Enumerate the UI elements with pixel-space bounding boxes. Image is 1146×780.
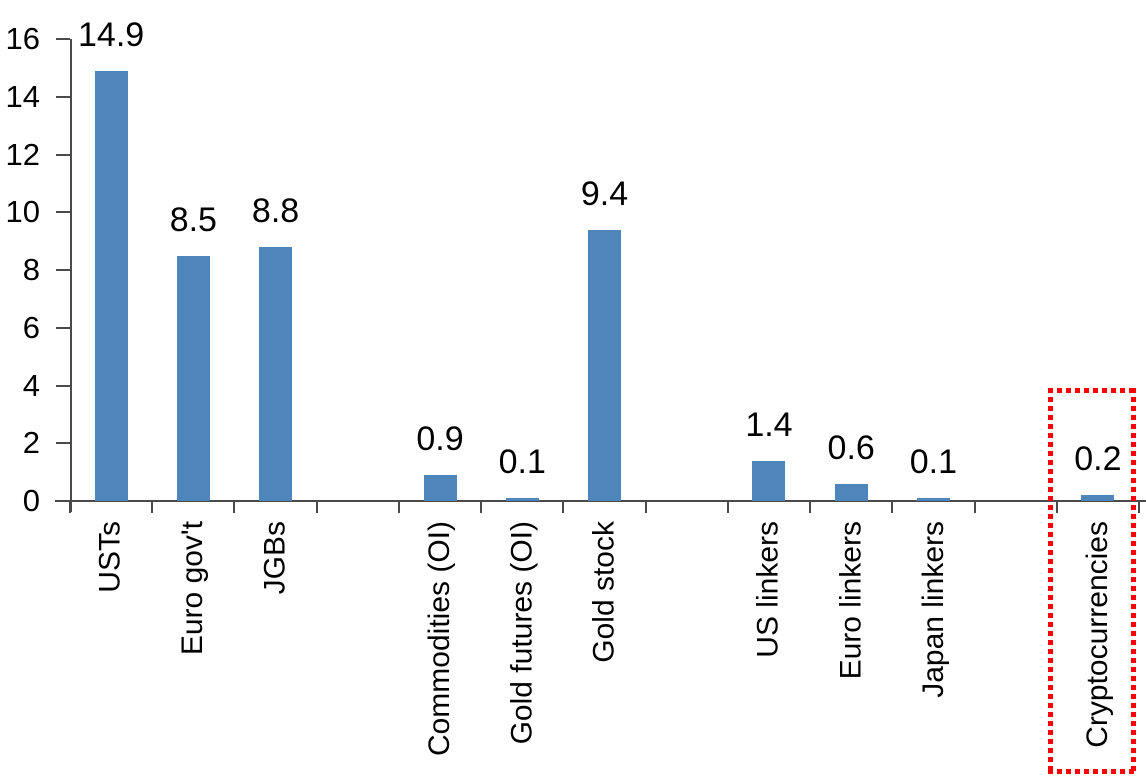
y-axis-tick-mark xyxy=(56,269,70,271)
bar-cryptocurrencies xyxy=(1081,495,1115,501)
highlight-box-edge xyxy=(1131,388,1136,774)
y-axis-tick-label: 10 xyxy=(5,194,40,230)
category-label: Euro gov't xyxy=(176,521,210,656)
x-axis-tick-mark xyxy=(1138,502,1140,513)
y-axis-tick-label: 12 xyxy=(5,136,40,172)
x-axis-tick-mark xyxy=(891,502,894,513)
x-axis-tick-mark xyxy=(809,502,812,513)
x-axis-tick-mark xyxy=(644,502,647,513)
y-axis-line xyxy=(70,39,72,512)
y-axis-tick-label: 16 xyxy=(5,21,40,56)
value-label: 0.6 xyxy=(827,429,875,467)
bar-gold-stock xyxy=(588,230,621,501)
y-axis-tick-label: 0 xyxy=(22,483,40,518)
highlight-box xyxy=(1048,388,1136,774)
x-axis-tick-mark xyxy=(562,502,565,513)
y-axis-tick-mark xyxy=(56,442,70,445)
highlight-box-edge xyxy=(1048,388,1053,774)
bar-us-linkers xyxy=(752,461,786,501)
bar-euro-gov-t xyxy=(176,256,210,501)
category-label: USTs xyxy=(94,521,128,593)
value-label: 14.9 xyxy=(78,16,145,54)
y-axis-tick-label: 8 xyxy=(22,252,40,287)
bar-gold-futures-oi- xyxy=(505,498,539,501)
y-axis-tick-mark xyxy=(56,326,70,329)
bar-usts xyxy=(94,71,128,501)
category-label: Gold stock xyxy=(587,521,621,663)
category-label: Commodities (OI) xyxy=(423,521,457,757)
y-axis-tick-mark xyxy=(56,384,70,387)
category-label: Japan linkers xyxy=(916,521,950,698)
value-label: 8.5 xyxy=(169,201,217,239)
value-label: 0.1 xyxy=(498,443,546,481)
category-label: JGBs xyxy=(258,521,292,595)
value-label: 0.9 xyxy=(416,420,464,458)
value-label: 8.8 xyxy=(251,192,300,230)
x-axis-tick-mark xyxy=(480,502,483,513)
y-axis-tick-label: 6 xyxy=(22,309,40,345)
y-axis-tick-mark xyxy=(56,211,70,214)
x-axis-line xyxy=(55,500,1146,502)
x-axis-tick-mark xyxy=(397,502,400,513)
x-axis-tick-mark xyxy=(726,502,729,513)
highlight-box-edge xyxy=(1048,769,1136,774)
y-axis-tick-mark xyxy=(56,38,70,40)
x-axis-tick-mark xyxy=(973,502,976,513)
x-axis-tick-mark xyxy=(151,502,154,513)
x-axis-tick-mark xyxy=(69,502,71,513)
highlight-box-edge xyxy=(1048,388,1136,393)
y-axis-tick-mark xyxy=(56,95,70,98)
category-label: US linkers xyxy=(751,521,785,658)
value-label: 9.4 xyxy=(580,175,629,213)
category-label: Gold futures (OI) xyxy=(505,521,539,745)
x-axis-tick-mark xyxy=(233,502,236,513)
bar-jgbs xyxy=(259,247,293,501)
y-axis-tick-label: 14 xyxy=(5,78,40,114)
x-axis-tick-mark xyxy=(315,502,318,513)
value-label: 0.1 xyxy=(909,443,958,481)
x-axis-tick-mark xyxy=(1055,502,1058,513)
bar-japan-linkers xyxy=(916,498,950,501)
bar-commodities-oi- xyxy=(423,475,457,501)
y-axis-tick-mark xyxy=(56,153,70,156)
value-label: 1.4 xyxy=(745,406,793,444)
category-label: Euro linkers xyxy=(834,521,868,680)
y-axis-tick-label: 2 xyxy=(22,425,40,461)
y-axis-tick-label: 4 xyxy=(22,367,40,403)
value-label: 0.2 xyxy=(1074,440,1122,478)
bar-euro-linkers xyxy=(834,484,868,501)
